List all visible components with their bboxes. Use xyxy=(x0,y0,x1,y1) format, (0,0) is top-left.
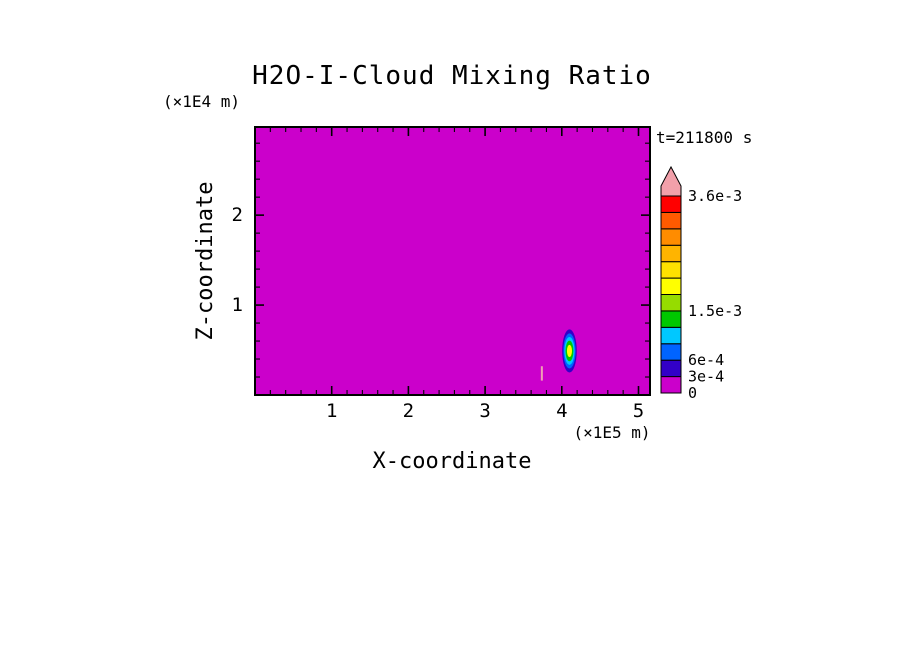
plot-area xyxy=(255,127,650,395)
chart-title: H2O-I-Cloud Mixing Ratio xyxy=(252,61,652,91)
colorbar-segment xyxy=(660,244,682,263)
colorbar-tick-label: 3e-4 xyxy=(688,368,724,386)
cloud-streak xyxy=(540,366,543,381)
colorbar-segment xyxy=(660,294,682,312)
x-tick-label: 2 xyxy=(403,400,414,422)
colorbar-segment xyxy=(660,195,682,213)
colorbar-segment xyxy=(660,376,682,394)
y-tick-label: 2 xyxy=(232,204,243,226)
x-tick-label: 1 xyxy=(326,400,337,422)
colorbar-tick-label: 3.6e-3 xyxy=(688,187,742,205)
x-axis-unit-label: (×1E5 m) xyxy=(573,423,650,442)
colorbar-segment xyxy=(660,359,682,378)
colorbar-segment xyxy=(660,261,682,279)
x-axis-title: X-coordinate xyxy=(373,449,532,474)
y-tick-label: 1 xyxy=(232,294,243,316)
x-axis-tick-labels: 1 2 3 4 5 xyxy=(326,400,644,422)
colorbar-tick-label: 6e-4 xyxy=(688,351,724,369)
colorbar-segment xyxy=(660,211,682,230)
x-tick-label: 4 xyxy=(556,400,567,422)
colorbar-tick-label: 0 xyxy=(688,384,697,402)
x-tick-label: 5 xyxy=(633,400,644,422)
colorbar-segment xyxy=(660,326,682,345)
cloud-features xyxy=(540,329,577,381)
x-tick-label: 3 xyxy=(479,400,490,422)
colorbar-overflow-arrow xyxy=(660,165,682,197)
colorbar-segment xyxy=(660,228,682,246)
time-annotation: t=211800 s xyxy=(656,128,752,147)
y-axis-unit-label: (×1E4 m) xyxy=(163,92,240,111)
colorbar-segment xyxy=(660,277,682,296)
y-axis-tick-labels: 12 xyxy=(232,204,243,316)
colorbar-segment xyxy=(660,310,682,328)
cloud-contour-ring xyxy=(566,344,572,358)
colorbar: 3.6e-3 1.5e-3 6e-43e-40 xyxy=(660,165,742,402)
plot-border xyxy=(254,126,651,396)
colorbar-segment xyxy=(660,343,682,361)
y-axis-title: Z-coordinate xyxy=(193,182,218,341)
colorbar-tick-label: 1.5e-3 xyxy=(688,302,742,320)
